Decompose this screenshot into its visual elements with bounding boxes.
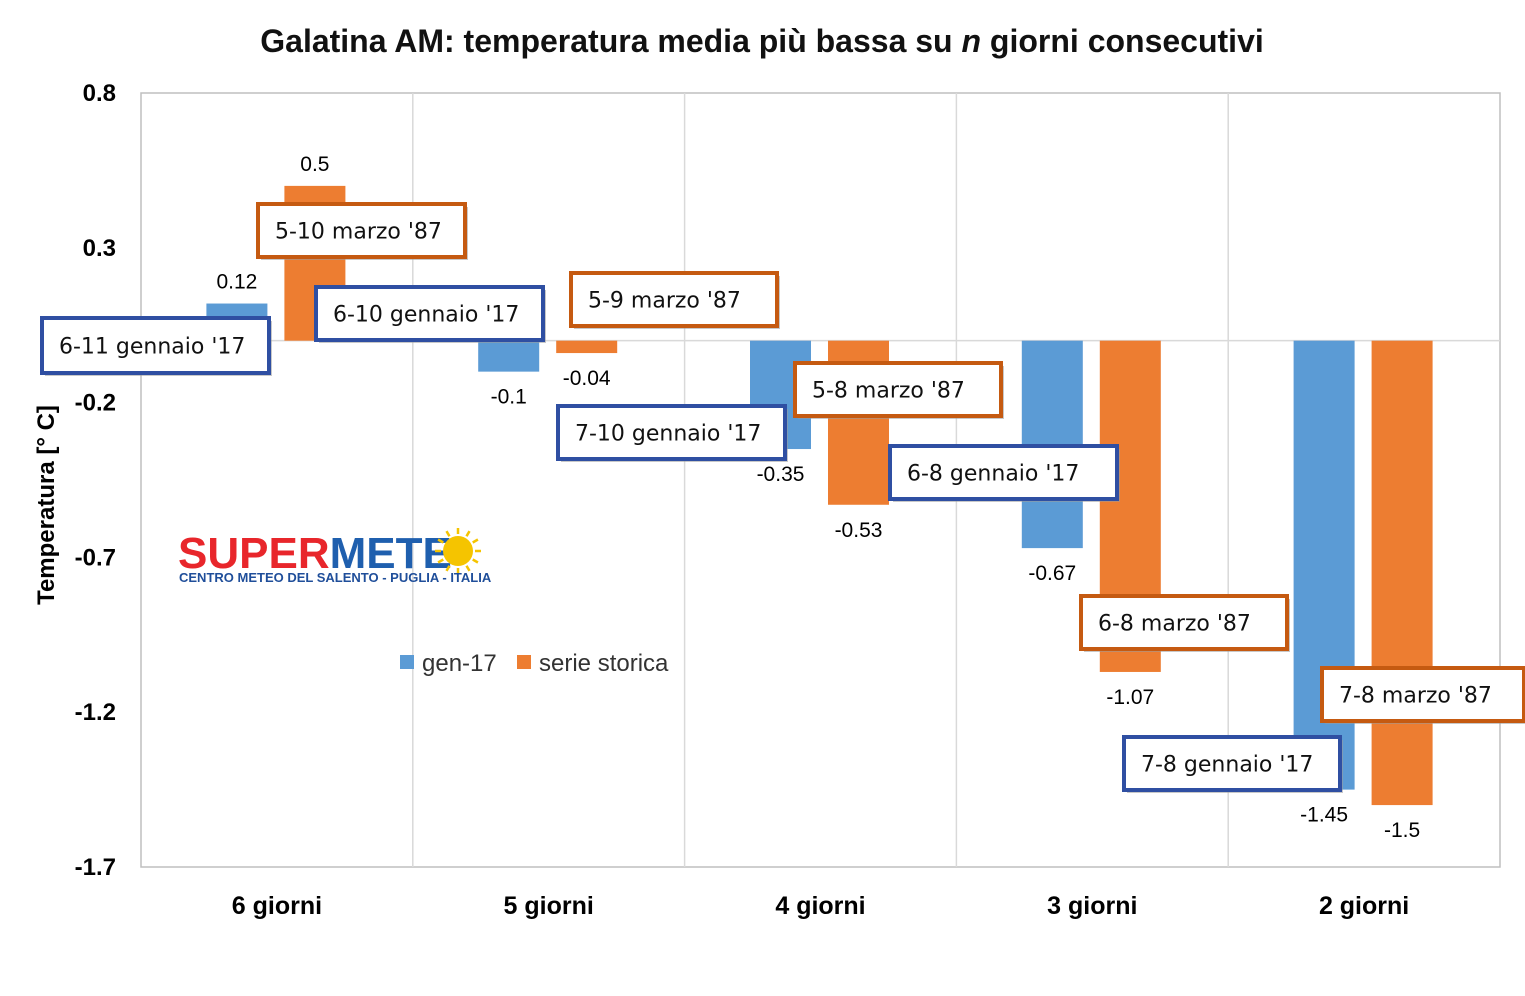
period-callout: 6-10 gennaio '17 (314, 285, 546, 343)
x-category-label: 2 giorni (1319, 892, 1409, 920)
x-category-label: 5 giorni (504, 892, 594, 920)
data-label: -0.53 (835, 519, 883, 542)
callout-box (1122, 735, 1342, 792)
y-tick-label: -0.7 (75, 544, 116, 571)
data-labels: 0.12 -0.1 -0.35 -0.67 -1.45 0.5 -0.04 -0.53 -1.0… (216, 153, 1420, 842)
data-label: -0.1 (491, 386, 527, 409)
data-label: -1.07 (1106, 686, 1154, 709)
period-callout: 6-8 gennaio '17 (888, 444, 1120, 502)
callout-label: 5-8 marzo '87 (812, 379, 965, 404)
sun-ray (445, 565, 451, 572)
sun-ray (437, 538, 444, 544)
data-label: -1.45 (1300, 804, 1348, 827)
bar-serie-storica (1371, 340, 1433, 806)
period-callout: 5-8 marzo '87 (793, 361, 1004, 419)
callout-label: 6-10 gennaio '17 (333, 303, 519, 328)
legend-label-gen-17: gen-17 (422, 650, 497, 677)
callout-label: 6-8 gennaio '17 (907, 462, 1079, 487)
sun-ray (465, 565, 471, 572)
callout-box (314, 285, 545, 342)
callout-box (556, 404, 787, 461)
legend-swatch-serie-storica (517, 655, 531, 669)
period-callout: 6-8 marzo '87 (1079, 594, 1290, 652)
sun-disc (443, 536, 473, 566)
period-callout: 7-8 gennaio '17 (1122, 735, 1343, 793)
bars (206, 185, 1433, 806)
y-axis-label: Temperatura [° C] (33, 405, 60, 605)
data-label: -0.04 (563, 367, 611, 390)
callout-box (40, 316, 271, 375)
callout-box (793, 361, 1003, 418)
callout-label: 6-11 gennaio '17 (59, 335, 245, 360)
callout-label: 7-8 marzo '87 (1339, 684, 1492, 709)
x-category-label: 3 giorni (1047, 892, 1137, 920)
sun-icon (435, 528, 481, 574)
callout-label: 5-10 marzo '87 (275, 220, 442, 245)
sun-ray (472, 538, 479, 544)
y-axis-ticks: 0.8 0.3 -0.2 -0.7 -1.2 -1.7 (75, 80, 116, 881)
callout-box (1079, 594, 1289, 651)
callout-box (256, 202, 467, 259)
period-callouts: 6-11 gennaio '17 6-10 gennaio '17 7-10 gen… (40, 202, 1525, 793)
logo-subtitle: CENTRO METEO DEL SALENTO - PUGLIA - ITAL… (179, 570, 492, 585)
bar-gen-17 (478, 340, 540, 372)
logo-wordmark: SUPERMETE (178, 529, 452, 578)
data-label: -0.67 (1028, 562, 1076, 585)
bar-serie-storica (556, 340, 618, 354)
supermeteo-logo: SUPERMETE CENTRO METEO DEL SALENTO - PUG… (178, 528, 492, 585)
period-callout: 7-10 gennaio '17 (556, 404, 788, 462)
callout-label: 5-9 marzo '87 (588, 289, 741, 314)
period-callout: 5-10 marzo '87 (256, 202, 468, 260)
data-label: -0.35 (757, 463, 805, 486)
sun-ray (445, 530, 451, 537)
legend: gen-17 serie storica (400, 650, 669, 677)
data-label: 0.12 (216, 271, 257, 294)
x-category-label: 6 giorni (232, 892, 322, 920)
period-callout: 7-8 marzo '87 (1320, 666, 1525, 724)
legend-label-serie-storica: serie storica (539, 650, 669, 677)
data-label: 0.5 (300, 153, 329, 176)
chart-title: Galatina AM: temperatura media più bassa… (260, 23, 1264, 59)
sun-ray (472, 558, 479, 564)
x-category-label: 4 giorni (775, 892, 865, 920)
y-tick-label: 0.8 (83, 80, 116, 107)
plot-area-border (140, 92, 1501, 868)
y-tick-label: -0.2 (75, 390, 116, 417)
x-axis-categories: 6 giorni 5 giorni 4 giorni 3 giorni 2 giorni (232, 892, 1409, 920)
callout-label: 6-8 marzo '87 (1098, 612, 1251, 637)
sun-ray (437, 558, 444, 564)
period-callout: 5-9 marzo '87 (569, 271, 780, 329)
callout-box (569, 271, 779, 328)
sun-ray (465, 530, 471, 537)
data-label: -1.5 (1384, 819, 1420, 842)
y-tick-label: 0.3 (83, 235, 116, 262)
callout-box (1320, 666, 1525, 723)
callout-label: 7-10 gennaio '17 (575, 422, 761, 447)
legend-swatch-gen-17 (400, 655, 414, 669)
callout-box (888, 444, 1119, 501)
y-tick-label: -1.2 (75, 699, 116, 726)
y-tick-label: -1.7 (75, 854, 116, 881)
callout-label: 7-8 gennaio '17 (1141, 753, 1313, 778)
period-callout: 6-11 gennaio '17 (40, 316, 272, 376)
